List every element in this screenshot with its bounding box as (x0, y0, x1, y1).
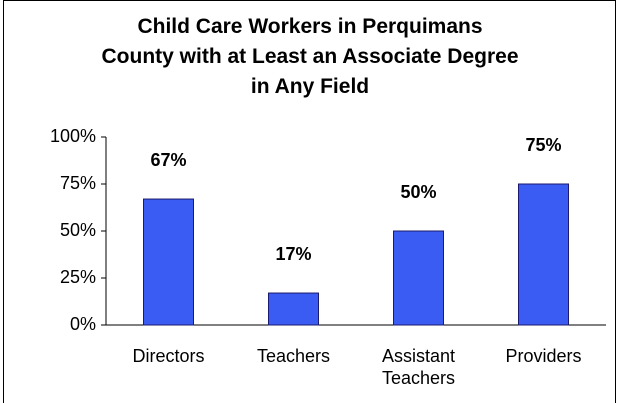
y-tick-label: 25% (60, 267, 96, 287)
bar (268, 292, 319, 326)
y-tick-label: 100% (50, 126, 96, 146)
y-tick-label: 75% (60, 173, 96, 193)
data-label: 67% (150, 150, 186, 170)
chart-frame (3, 0, 616, 403)
y-tick-label: 0% (70, 314, 96, 334)
x-tick-label: Directors (132, 346, 205, 366)
data-label: 50% (400, 182, 436, 202)
x-tick-label: Teachers (256, 346, 331, 366)
chart-title: Child Care Workers in Perquimans County … (101, 15, 519, 98)
data-label: 75% (525, 135, 561, 155)
x-tick-label: Assistant Teachers (381, 346, 456, 388)
bar (393, 230, 444, 326)
bar (518, 183, 569, 326)
x-tick-label: Providers (505, 346, 582, 366)
y-tick-label: 50% (60, 220, 96, 240)
bar (143, 198, 194, 326)
data-label: 17% (275, 244, 311, 264)
